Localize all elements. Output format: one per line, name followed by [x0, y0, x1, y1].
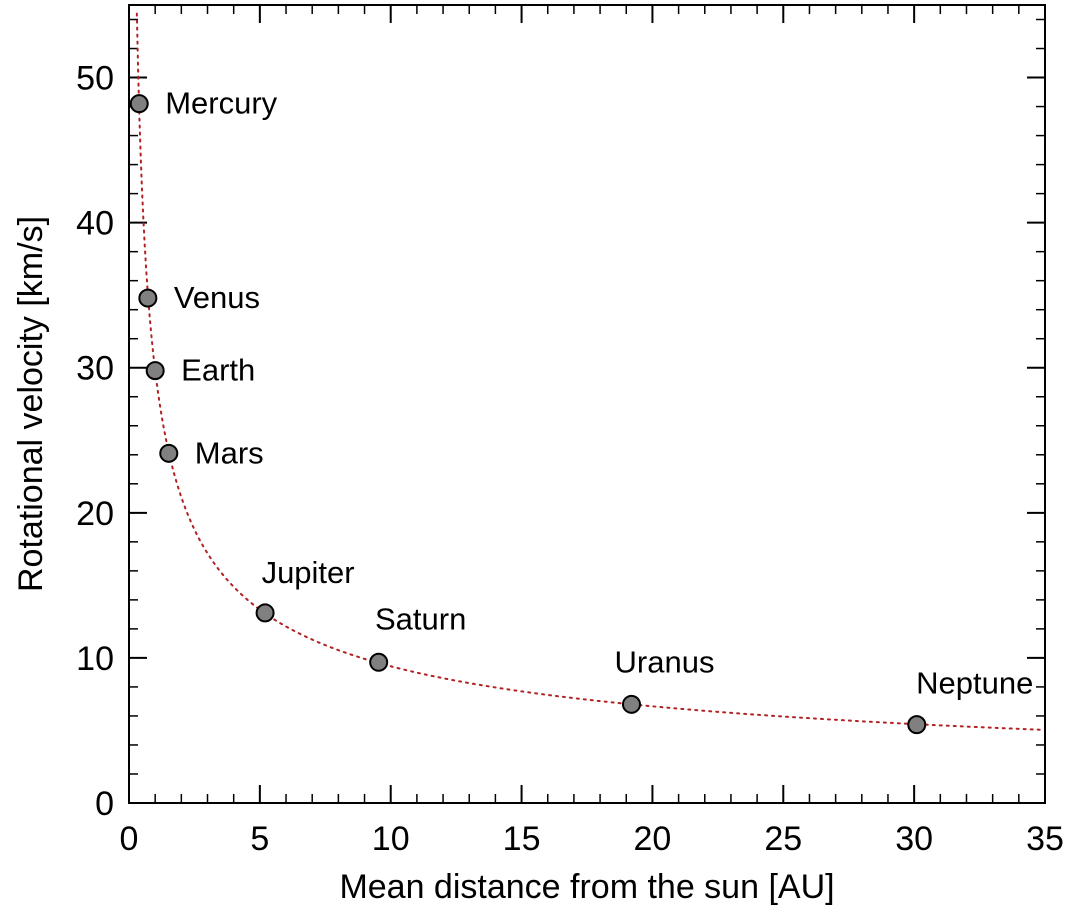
x-tick-label: 25 [764, 820, 802, 858]
label-neptune: Neptune [916, 666, 1033, 701]
label-jupiter: Jupiter [262, 555, 355, 590]
y-tick-label: 40 [76, 205, 114, 243]
point-venus [138, 288, 158, 308]
y-tick-label: 50 [76, 60, 114, 98]
point-mercury [129, 94, 149, 114]
label-mercury: Mercury [165, 86, 277, 121]
point-neptune [907, 715, 927, 735]
y-tick-label: 0 [95, 785, 114, 823]
y-axis-label: Rotational velocity [km/s] [12, 216, 50, 592]
y-tick-label: 10 [76, 640, 114, 678]
axis-ticks [128, 5, 1046, 804]
fit-curve [135, 12, 1045, 731]
point-jupiter [255, 603, 275, 623]
plot-frame [128, 4, 1046, 804]
x-tick-label: 35 [1026, 820, 1064, 858]
point-mars [159, 443, 179, 463]
label-mars: Mars [195, 435, 264, 470]
point-uranus [621, 694, 641, 714]
point-earth [145, 361, 165, 381]
y-tick-label: 30 [76, 350, 114, 388]
x-tick-label: 15 [503, 820, 541, 858]
label-uranus: Uranus [615, 644, 715, 679]
label-venus: Venus [174, 280, 260, 315]
y-tick-label: 20 [76, 495, 114, 533]
point-saturn [369, 652, 389, 672]
x-tick-label: 10 [372, 820, 410, 858]
x-tick-label: 5 [250, 820, 269, 858]
label-earth: Earth [181, 353, 255, 388]
x-tick-label: 0 [120, 820, 139, 858]
point-labels: Mercury Venus Earth Mars Jupiter Saturn Uranus… [165, 86, 1033, 701]
tick-labels: 0 5 10 15 20 25 30 35 0 10 20 30 40 50 [76, 60, 1064, 858]
x-tick-label: 30 [895, 820, 933, 858]
label-saturn: Saturn [375, 601, 466, 636]
x-tick-label: 20 [634, 820, 672, 858]
data-points [129, 94, 927, 735]
x-axis-label: Mean distance from the sun [AU] [339, 868, 834, 906]
